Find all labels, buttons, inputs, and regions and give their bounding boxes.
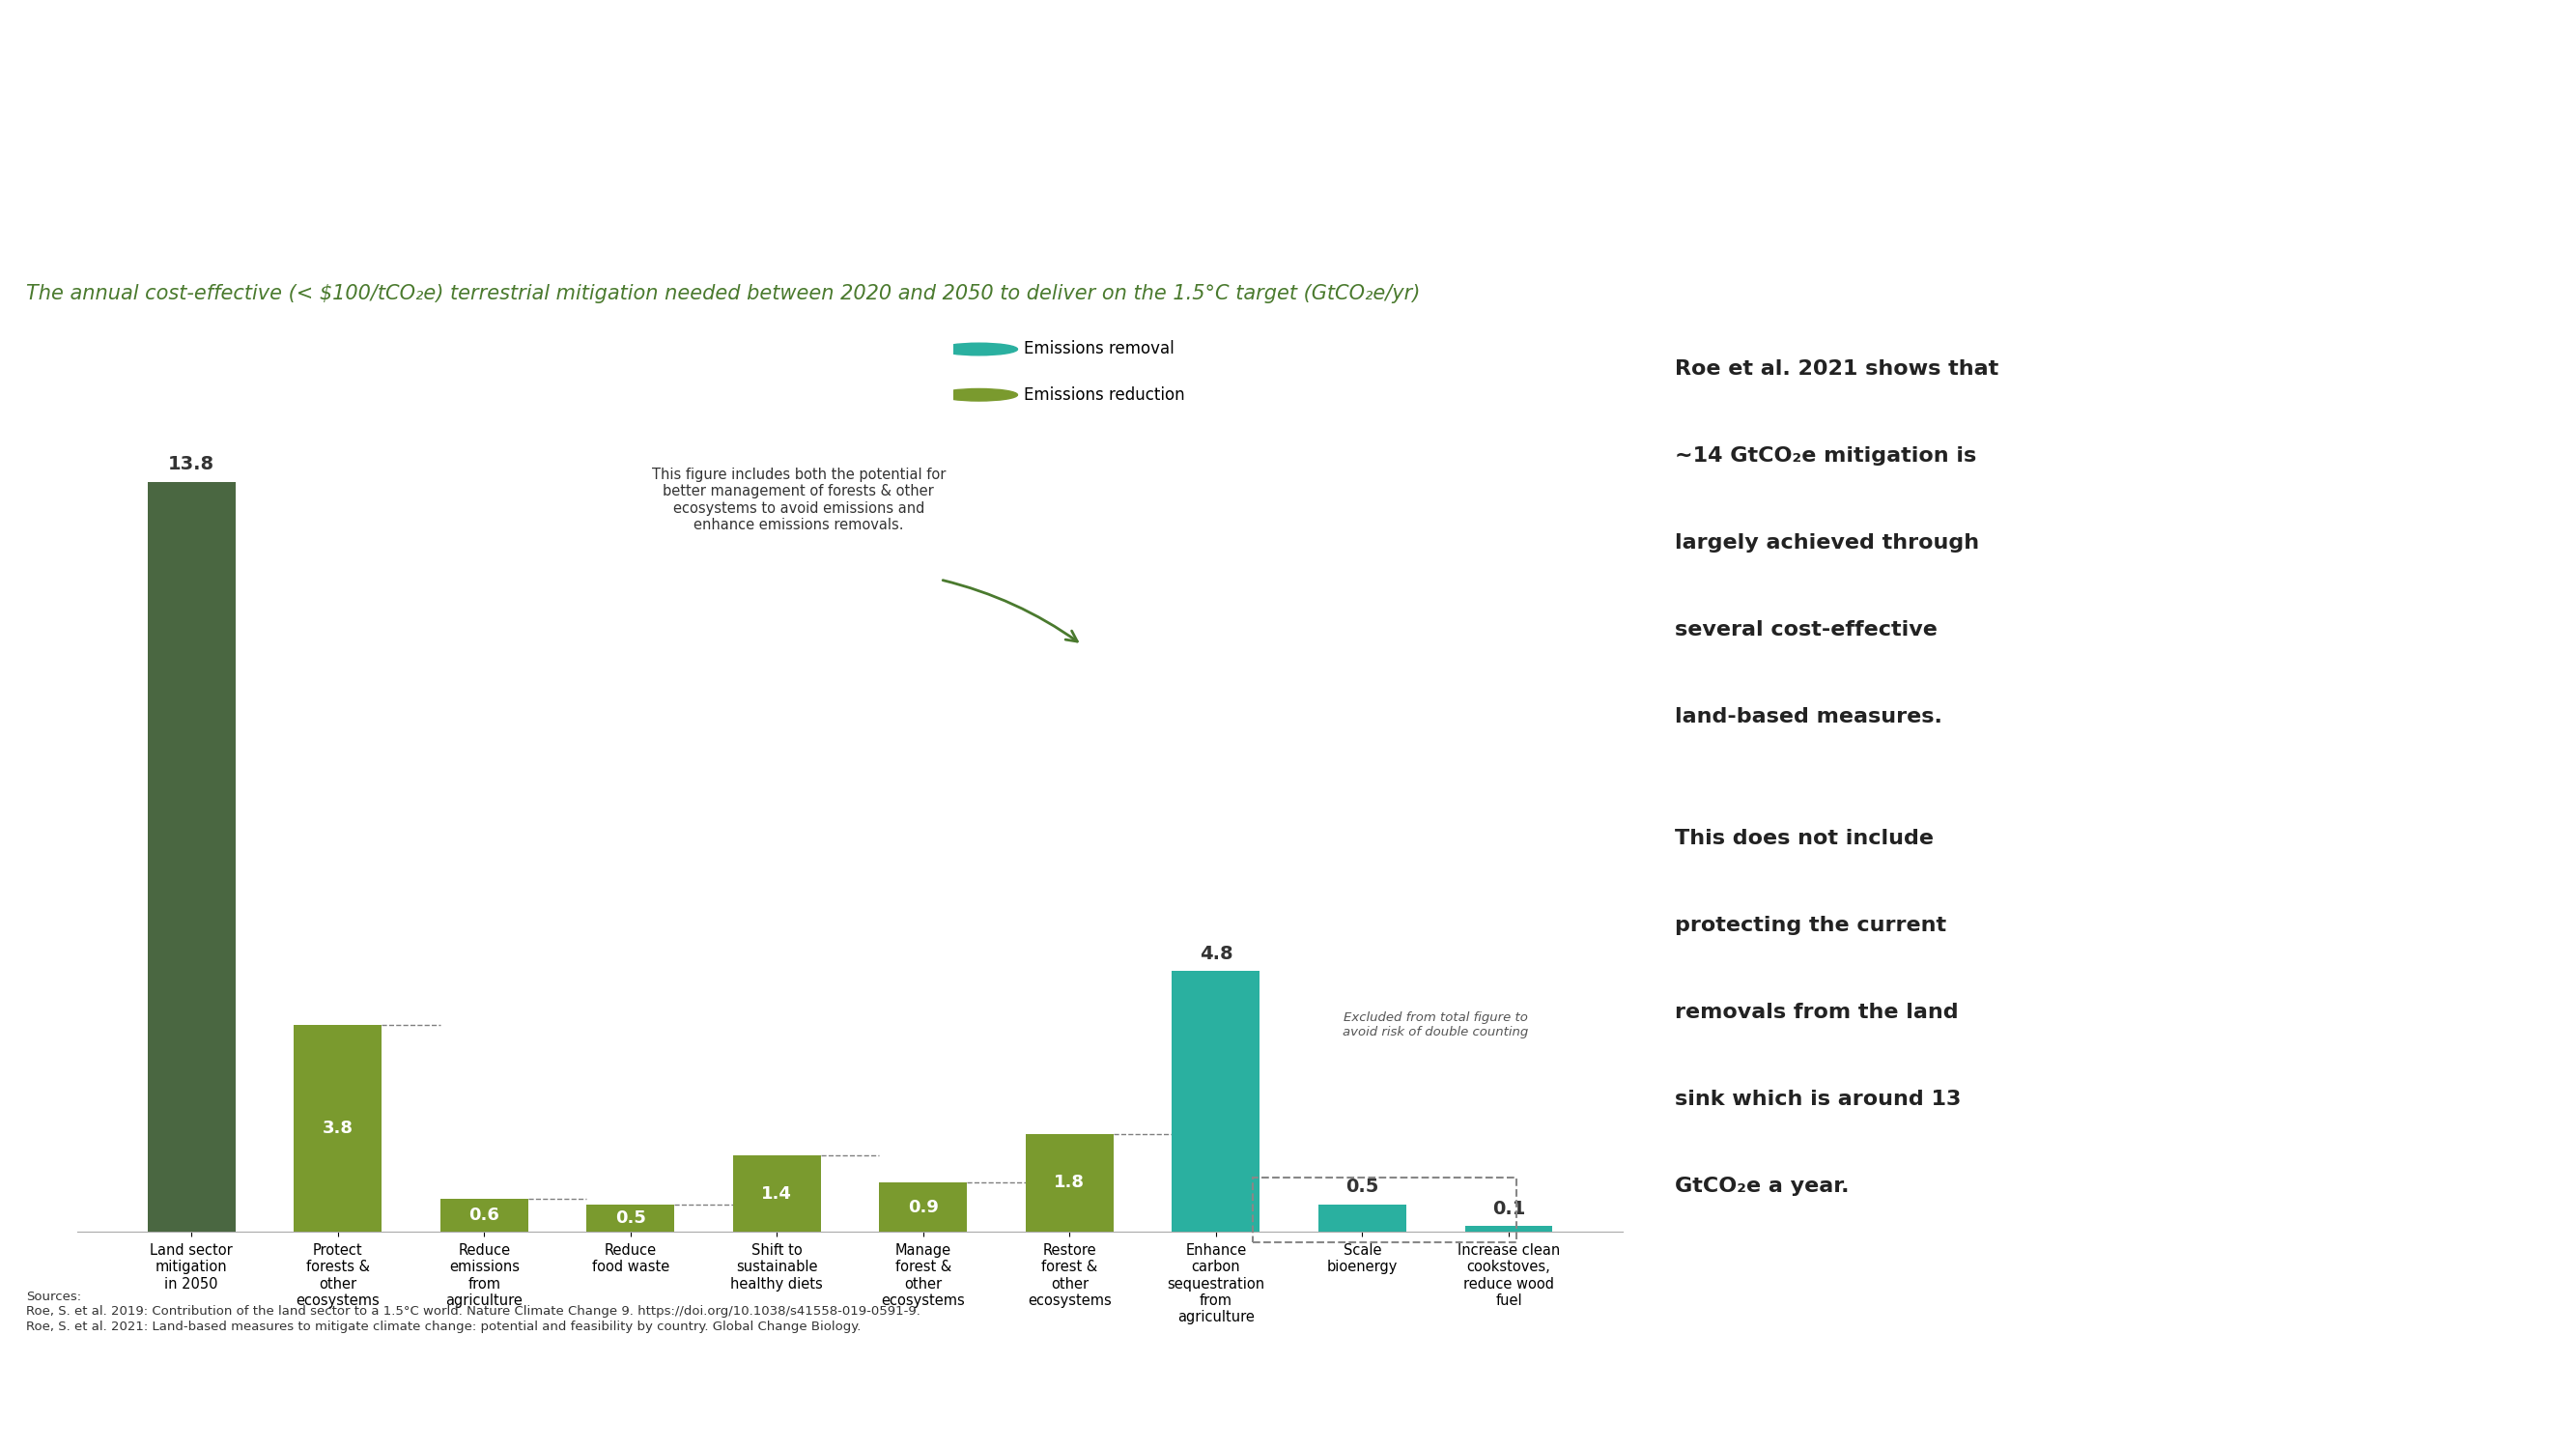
Text: 13.8: 13.8 [167, 455, 214, 474]
Text: The annual cost-effective (< $100/tCO₂e) terrestrial mitigation needed between 2: The annual cost-effective (< $100/tCO₂e)… [26, 284, 1419, 303]
Text: Emissions removal: Emissions removal [1025, 341, 1175, 358]
Bar [1466, 1226, 1553, 1232]
Text: through emission reduction and carbon removal activities…: through emission reduction and carbon re… [39, 185, 1303, 222]
Text: Emissions reduction: Emissions reduction [1025, 387, 1185, 403]
Text: removals from the land: removals from the land [1674, 1003, 1958, 1022]
Text: Excluded from total figure to
avoid risk of double counting: Excluded from total figure to avoid risk… [1342, 1011, 1528, 1039]
Bar [878, 1182, 966, 1232]
Bar [1319, 1204, 1406, 1232]
Text: 0.1: 0.1 [1492, 1200, 1525, 1219]
Text: land-based measures.: land-based measures. [1674, 707, 1942, 726]
Circle shape [940, 343, 1018, 355]
Bar [734, 1156, 822, 1232]
Text: 0.5: 0.5 [616, 1210, 647, 1227]
Text: 0.9: 0.9 [907, 1198, 938, 1216]
Bar [587, 1204, 675, 1232]
Text: several cost-effective: several cost-effective [1674, 620, 1937, 639]
Circle shape [940, 388, 1018, 401]
Text: Roe et al. 2021 shows that: Roe et al. 2021 shows that [1674, 359, 1999, 378]
Bar [1172, 971, 1260, 1232]
Text: 3.8: 3.8 [322, 1120, 353, 1137]
Text: 0.5: 0.5 [1345, 1178, 1378, 1197]
Text: protecting the current: protecting the current [1674, 916, 1945, 935]
Text: sink which is around 13: sink which is around 13 [1674, 1090, 1960, 1108]
Bar [147, 481, 234, 1232]
Text: GtCO₂e a year.: GtCO₂e a year. [1674, 1177, 1850, 1195]
Bar [294, 1026, 381, 1232]
Text: The terrestrial natural climate solutions can deliver 30% of mitigation (~14 GtC: The terrestrial natural climate solution… [39, 81, 1960, 117]
Text: 1.4: 1.4 [762, 1185, 793, 1203]
Text: 4.8: 4.8 [1200, 945, 1234, 962]
Text: This does not include: This does not include [1674, 829, 1932, 848]
Text: ~14 GtCO₂e mitigation is: ~14 GtCO₂e mitigation is [1674, 446, 1976, 465]
Text: 1.8: 1.8 [1054, 1174, 1084, 1191]
Bar [1252, 1177, 1517, 1243]
Text: Sources:
Roe, S. et al. 2019: Contribution of the land sector to a 1.5°C world. : Sources: Roe, S. et al. 2019: Contributi… [26, 1291, 920, 1333]
Bar [440, 1200, 528, 1232]
Text: largely achieved through: largely achieved through [1674, 533, 1978, 552]
Text: 0.6: 0.6 [469, 1207, 500, 1224]
Bar [1025, 1133, 1113, 1232]
Text: This figure includes both the potential for
better management of forests & other: This figure includes both the potential … [652, 468, 945, 532]
